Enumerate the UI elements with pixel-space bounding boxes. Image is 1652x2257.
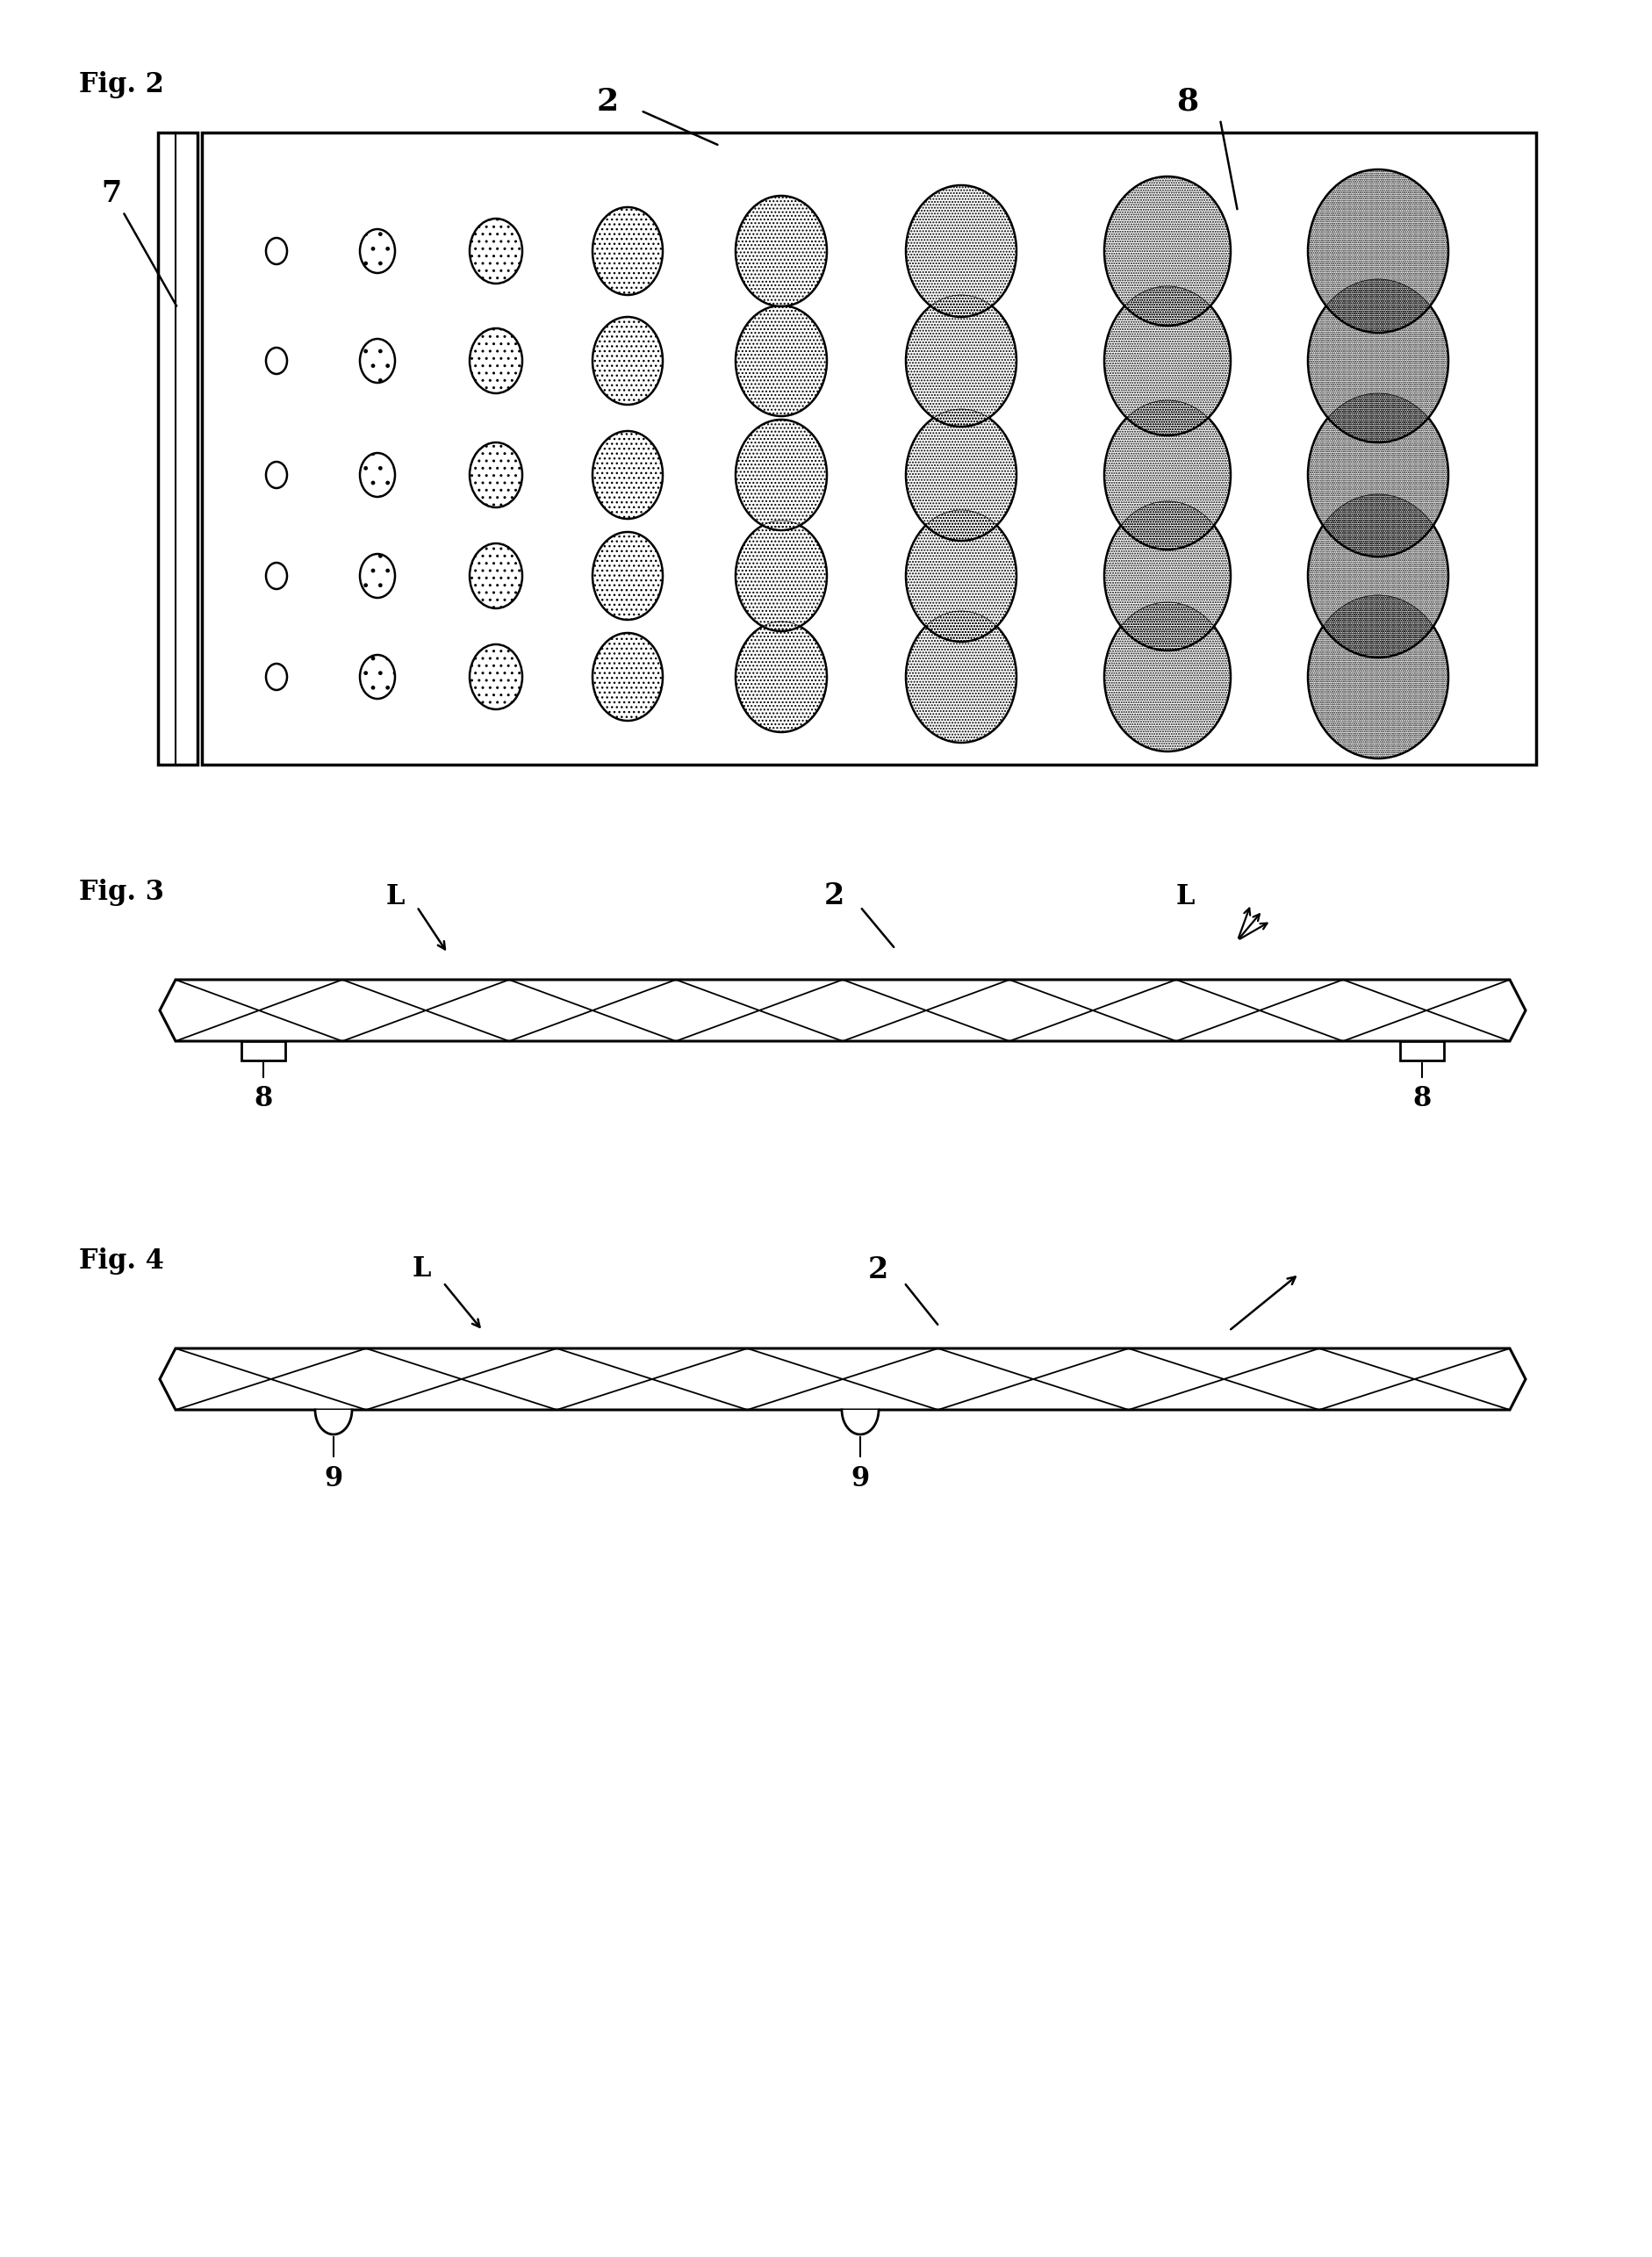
Ellipse shape <box>469 544 522 609</box>
Ellipse shape <box>1308 280 1449 442</box>
Ellipse shape <box>593 533 662 621</box>
Ellipse shape <box>905 296 1016 427</box>
Polygon shape <box>843 1411 879 1435</box>
Ellipse shape <box>1104 603 1231 752</box>
Ellipse shape <box>1104 399 1231 548</box>
Text: Fig. 3: Fig. 3 <box>79 878 164 905</box>
Text: L: L <box>1176 882 1194 910</box>
Ellipse shape <box>905 612 1016 743</box>
Ellipse shape <box>593 316 662 404</box>
Ellipse shape <box>735 420 828 530</box>
Text: 8: 8 <box>1176 88 1198 117</box>
Ellipse shape <box>735 521 828 632</box>
Ellipse shape <box>1308 494 1449 657</box>
Ellipse shape <box>1104 287 1231 436</box>
Ellipse shape <box>266 463 287 488</box>
Ellipse shape <box>360 553 395 598</box>
Ellipse shape <box>469 643 522 709</box>
Ellipse shape <box>266 348 287 375</box>
Ellipse shape <box>360 655 395 700</box>
Bar <box>241 1040 286 1061</box>
Ellipse shape <box>1308 596 1449 758</box>
Ellipse shape <box>469 442 522 508</box>
Text: Fig. 2: Fig. 2 <box>79 72 164 99</box>
Ellipse shape <box>905 409 1016 542</box>
Text: 7: 7 <box>101 181 121 208</box>
Text: 2: 2 <box>824 882 844 912</box>
Text: 9: 9 <box>851 1465 869 1492</box>
Ellipse shape <box>735 621 828 731</box>
Ellipse shape <box>1104 176 1231 325</box>
Ellipse shape <box>905 510 1016 641</box>
Ellipse shape <box>1308 169 1449 332</box>
Bar <box>159 133 198 765</box>
Ellipse shape <box>469 327 522 393</box>
Text: 8: 8 <box>1412 1086 1431 1113</box>
Polygon shape <box>316 1411 352 1435</box>
Ellipse shape <box>593 632 662 720</box>
Bar <box>1401 1040 1444 1061</box>
Text: L: L <box>385 882 405 910</box>
Ellipse shape <box>735 305 828 415</box>
Ellipse shape <box>469 219 522 284</box>
Ellipse shape <box>593 431 662 519</box>
Text: 2: 2 <box>596 88 620 117</box>
Polygon shape <box>160 1347 1525 1411</box>
Text: 2: 2 <box>867 1255 889 1284</box>
Ellipse shape <box>1308 393 1449 557</box>
Text: L: L <box>411 1255 431 1282</box>
Ellipse shape <box>266 664 287 691</box>
Ellipse shape <box>905 185 1016 316</box>
Text: Fig. 4: Fig. 4 <box>79 1248 164 1275</box>
Text: 9: 9 <box>324 1465 344 1492</box>
Polygon shape <box>160 980 1525 1040</box>
Ellipse shape <box>360 230 395 273</box>
Ellipse shape <box>735 196 828 307</box>
Text: 8: 8 <box>254 1086 273 1113</box>
Ellipse shape <box>593 208 662 296</box>
Bar <box>202 133 1536 765</box>
Ellipse shape <box>266 237 287 264</box>
Ellipse shape <box>360 454 395 497</box>
Ellipse shape <box>360 339 395 384</box>
Ellipse shape <box>266 562 287 589</box>
Ellipse shape <box>1104 501 1231 650</box>
